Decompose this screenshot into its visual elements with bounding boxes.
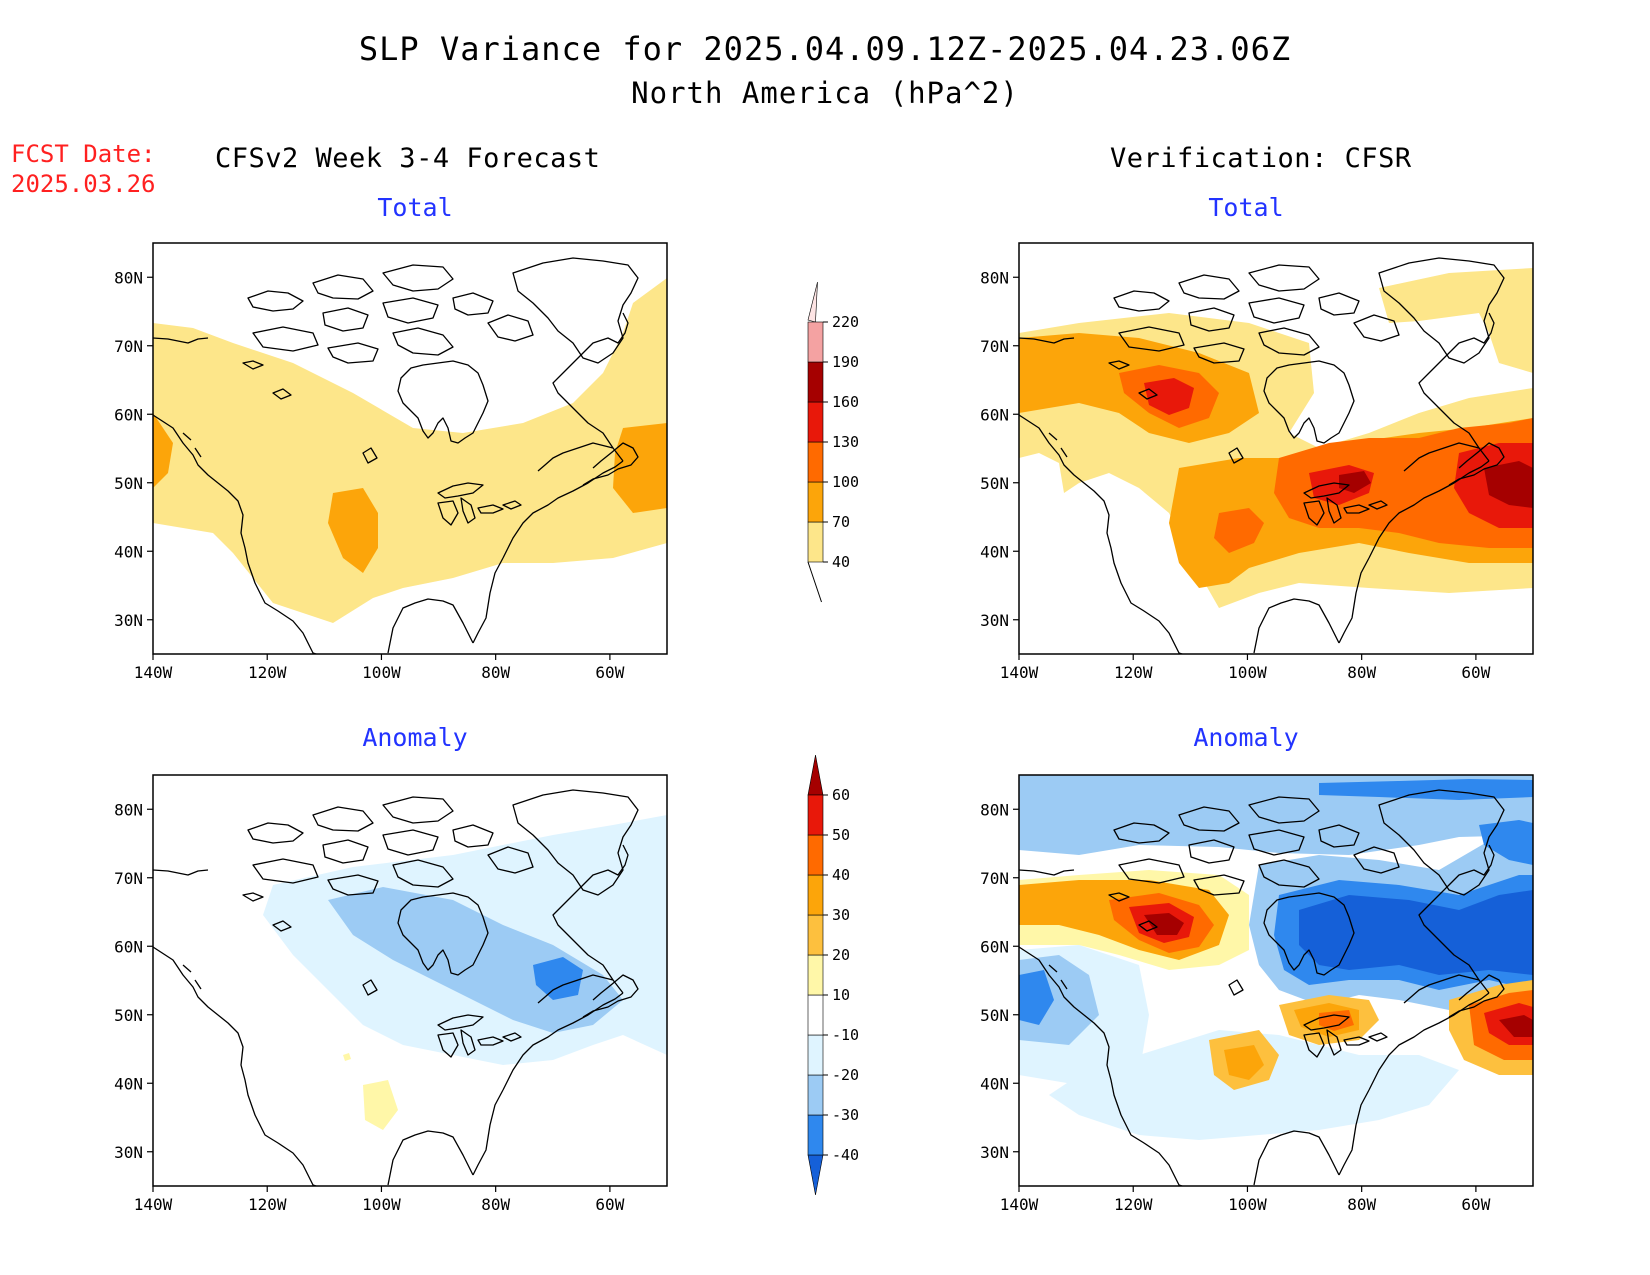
colorbar-label: 160 <box>832 393 859 411</box>
colorbar-label: 40 <box>832 866 850 884</box>
colorbar-label: 220 <box>832 313 859 331</box>
colorbar-segment <box>807 834 824 876</box>
lat-tick-label: 70N <box>114 337 143 356</box>
lat-tick-label: 50N <box>980 474 1009 493</box>
colorbar-label: -30 <box>832 1106 859 1124</box>
lat-tick-label: 30N <box>980 611 1009 630</box>
colorbar-segment <box>807 794 824 836</box>
colorbar-label: 130 <box>832 433 859 451</box>
colorbar-segment <box>807 321 824 363</box>
colorbar-label: 50 <box>832 826 850 844</box>
colorbar-label: -10 <box>832 1026 859 1044</box>
lon-tick-label: 100W <box>362 1195 401 1212</box>
lon-tick-label: 120W <box>1114 663 1153 680</box>
panel-title-verification-anomaly: Anomaly <box>1193 723 1299 752</box>
lon-tick-label: 60W <box>595 663 624 680</box>
lon-tick-label: 120W <box>248 1195 287 1212</box>
colorbar-segment <box>807 441 824 483</box>
lon-tick-label: 80W <box>481 663 510 680</box>
column-title-forecast: CFSv2 Week 3-4 Forecast <box>215 143 601 174</box>
lat-tick-label: 40N <box>114 542 143 561</box>
panel-title-forecast-anomaly: Anomaly <box>362 723 468 752</box>
lon-tick-label: 100W <box>362 663 401 680</box>
colorbar-top-triangle <box>807 755 824 796</box>
lat-tick-label: 50N <box>114 1006 143 1025</box>
colorbar-label: 10 <box>832 986 850 1004</box>
fcst-date-value: 2025.03.26 <box>11 170 156 198</box>
lon-tick-label: 60W <box>595 1195 624 1212</box>
map-verification-anomaly: 140W 120W 100W 80W 60W 80N 70N 60N 50N 40N 30N <box>980 774 1534 1212</box>
colorbar-label: 100 <box>832 473 859 491</box>
panel-title-forecast-total: Total <box>377 193 453 222</box>
colorbar-segment <box>807 1034 824 1076</box>
colorbar-top-triangle <box>807 282 818 323</box>
lat-tick-label: 40N <box>980 1074 1009 1093</box>
lon-tick-label: 60W <box>1461 663 1490 680</box>
lon-tick-label: 120W <box>248 663 287 680</box>
colorbar-label: 70 <box>832 513 850 531</box>
lat-tick-label: 60N <box>980 405 1009 424</box>
lat-tick-label: 70N <box>114 869 143 888</box>
lon-tick-label: 80W <box>1347 1195 1376 1212</box>
colorbar-segment <box>807 954 824 996</box>
lat-tick-label: 70N <box>980 337 1009 356</box>
lon-tick-label: 140W <box>1000 1195 1039 1212</box>
column-title-verification: Verification: CFSR <box>1110 143 1412 174</box>
lat-tick-label: 80N <box>114 800 143 819</box>
colorbar-label: 60 <box>832 786 850 804</box>
lon-tick-label: 80W <box>481 1195 510 1212</box>
lon-tick-label: 100W <box>1228 1195 1267 1212</box>
colorbar-bottom-triangle <box>807 1154 824 1196</box>
lat-tick-label: 60N <box>114 405 143 424</box>
lat-tick-label: 30N <box>114 1143 143 1162</box>
colorbar-tail <box>807 561 822 603</box>
lat-tick-label: 80N <box>980 800 1009 819</box>
colorbar-segment <box>807 401 824 443</box>
lat-tick-label: 80N <box>114 268 143 287</box>
colorbar-label: 20 <box>832 946 850 964</box>
colorbar-label: 190 <box>832 353 859 371</box>
colorbar-label: -20 <box>832 1066 859 1084</box>
colorbar-label: 30 <box>832 906 850 924</box>
map-verification-total: 140W 120W 100W 80W 60W 80N 70N 60N 50N 40N 30N <box>980 242 1534 680</box>
lat-tick-label: 60N <box>114 937 143 956</box>
colorbar-segment <box>807 521 824 563</box>
lon-tick-label: 140W <box>1000 663 1039 680</box>
lat-tick-label: 40N <box>980 542 1009 561</box>
lat-tick-label: 80N <box>980 268 1009 287</box>
lat-tick-label: 60N <box>980 937 1009 956</box>
colorbar-segment <box>807 874 824 916</box>
main-subtitle: North America (hPa^2) <box>631 76 1019 110</box>
lat-tick-label: 70N <box>980 869 1009 888</box>
map-forecast-anomaly: 140W 120W 100W 80W 60W 80N 70N 60N 50N 40N 30N <box>114 774 668 1212</box>
lon-tick-label: 80W <box>1347 663 1376 680</box>
colorbar-segment <box>807 1074 824 1116</box>
colorbar-segment <box>807 481 824 523</box>
map-forecast-total: 140W 120W 100W 80W 60W 80N 70N 60N 50N 40N 30N <box>114 242 668 680</box>
lon-tick-label: 60W <box>1461 1195 1490 1212</box>
main-title: SLP Variance for 2025.04.09.12Z-2025.04.… <box>358 30 1292 68</box>
colorbar-segment <box>807 914 824 956</box>
panel-title-verification-total: Total <box>1208 193 1284 222</box>
fcst-date-label: FCST Date: <box>11 140 156 168</box>
colorbar-total: 40 70 100 130 160 190 220 <box>807 282 859 603</box>
lat-tick-label: 30N <box>114 611 143 630</box>
colorbar-label: -40 <box>832 1146 859 1164</box>
lon-tick-label: 100W <box>1228 663 1267 680</box>
lon-tick-label: 140W <box>134 663 173 680</box>
colorbar-anomaly: -40 -30 -20 -10 10 20 30 40 50 60 <box>807 755 859 1196</box>
lat-tick-label: 40N <box>114 1074 143 1093</box>
lon-tick-label: 120W <box>1114 1195 1153 1212</box>
colorbar-segment <box>807 361 824 403</box>
lat-tick-label: 50N <box>980 1006 1009 1025</box>
lat-tick-label: 30N <box>980 1143 1009 1162</box>
colorbar-segment <box>807 1114 824 1156</box>
colorbar-label: 40 <box>832 553 850 571</box>
lon-tick-label: 140W <box>134 1195 173 1212</box>
colorbar-segment <box>807 994 824 1036</box>
lat-tick-label: 50N <box>114 474 143 493</box>
